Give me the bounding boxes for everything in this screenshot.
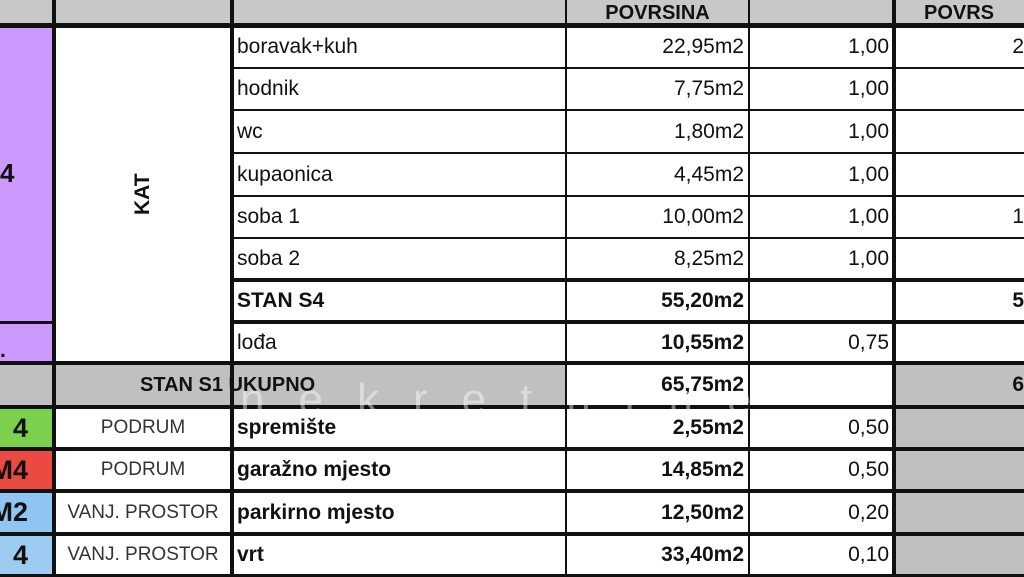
extra-net-area: [894, 449, 1024, 491]
extra-code: 4: [0, 534, 54, 576]
room-name: kupaonica: [237, 162, 333, 186]
extra-net-area: [894, 407, 1024, 449]
room-name: wc: [237, 119, 263, 143]
room-net-area: [894, 238, 1024, 280]
room-net-area: 2: [1012, 34, 1024, 58]
grid-line: [232, 237, 1024, 239]
grid-line: [0, 320, 54, 324]
room-area: 8,25m2: [673, 247, 744, 270]
grid-line: [0, 573, 1024, 577]
room-coef: 0,75: [848, 330, 889, 354]
grid-line: [232, 67, 1024, 69]
extra-net-area: [894, 534, 1024, 576]
extra-name: parkirno mjesto: [237, 500, 395, 524]
stan-label-cell: 4: [0, 25, 54, 322]
header-row: [0, 0, 1024, 25]
grid-line: [0, 22, 1024, 28]
extra-area: 14,85m2: [661, 458, 744, 481]
extra-etaza: VANJ. PROSTOR: [67, 544, 219, 565]
total-net-area: 6: [894, 363, 1024, 407]
room-net-area: [894, 68, 1024, 110]
room-net-area: 1: [1012, 205, 1024, 228]
grid-line: [232, 320, 1024, 324]
grid-line: [0, 489, 1024, 493]
extra-etaza: PODRUM: [100, 417, 186, 438]
header-povrsina-partial: POVRS: [923, 2, 995, 24]
room-coef: 1,00: [848, 34, 889, 58]
extra-area: 33,40m2: [661, 543, 744, 566]
grid-line: [0, 532, 1024, 536]
extra-net-area: [894, 491, 1024, 534]
grid-line: [232, 152, 1024, 154]
room-net-area: [894, 110, 1024, 153]
grid-line: [52, 0, 56, 576]
grid-line: [232, 278, 1024, 282]
grid-line: [232, 195, 1024, 197]
room-coef: 1,00: [848, 205, 889, 228]
room-name: hodnik: [237, 77, 299, 100]
room-coef: 1,00: [848, 162, 889, 186]
room-coef: [749, 280, 894, 322]
room-area: 22,95m2: [662, 34, 744, 58]
extra-coef: 0,50: [848, 416, 889, 439]
grid-line: [230, 0, 234, 576]
etaza-kat: KAT: [131, 173, 154, 215]
total-label: STAN S1 UKUPNO: [0, 363, 566, 407]
total-coef: [749, 363, 894, 407]
room-coef: 1,00: [848, 247, 889, 270]
room-name: STAN S4: [237, 289, 325, 312]
grid-line: [0, 447, 1024, 451]
room-area: 7,75m2: [673, 77, 744, 100]
extra-code: M2: [0, 491, 54, 534]
extra-coef: 0,10: [848, 543, 889, 566]
extra-coef: 0,50: [848, 458, 889, 481]
extra-code: 4: [0, 407, 54, 449]
extra-name: spremište: [237, 416, 337, 439]
room-net-area: [894, 153, 1024, 196]
extra-name: vrt: [237, 543, 264, 566]
grid-line: [565, 0, 567, 576]
room-area: 10,00m2: [662, 205, 744, 228]
extra-area: 12,50m2: [661, 500, 744, 524]
total-area: 65,75m2: [661, 373, 744, 396]
extra-coef: 0,20: [848, 500, 889, 524]
grid-line: [748, 0, 750, 576]
extra-name: garažno mjesto: [237, 458, 392, 481]
extra-etaza: VANJ. PROSTOR: [67, 501, 219, 523]
room-area: 4,45m2: [673, 162, 744, 186]
room-name: boravak+kuh: [237, 34, 358, 58]
grid-line: [0, 405, 1024, 409]
header-povrsina: POVRSINA: [605, 2, 710, 24]
extra-area: 2,55m2: [672, 416, 744, 439]
grid-line: [232, 109, 1024, 111]
room-coef: 1,00: [848, 77, 889, 100]
room-area: 55,20m2: [661, 289, 744, 312]
extra-etaza: PODRUM: [100, 459, 186, 480]
room-name: soba 2: [237, 247, 301, 270]
room-coef: 1,00: [848, 119, 889, 143]
grid-line: [0, 361, 1024, 365]
room-area: 1,80m2: [673, 119, 744, 143]
room-net-area: [894, 322, 1024, 363]
grid-line: [892, 0, 896, 576]
stan-label-cell-2: .: [0, 322, 54, 363]
room-name: soba 1: [237, 205, 301, 228]
extra-code: M4: [0, 449, 54, 491]
room-area: 10,55m2: [661, 330, 744, 354]
room-name: lođa: [237, 330, 277, 354]
room-net-area: 5: [1012, 289, 1024, 312]
